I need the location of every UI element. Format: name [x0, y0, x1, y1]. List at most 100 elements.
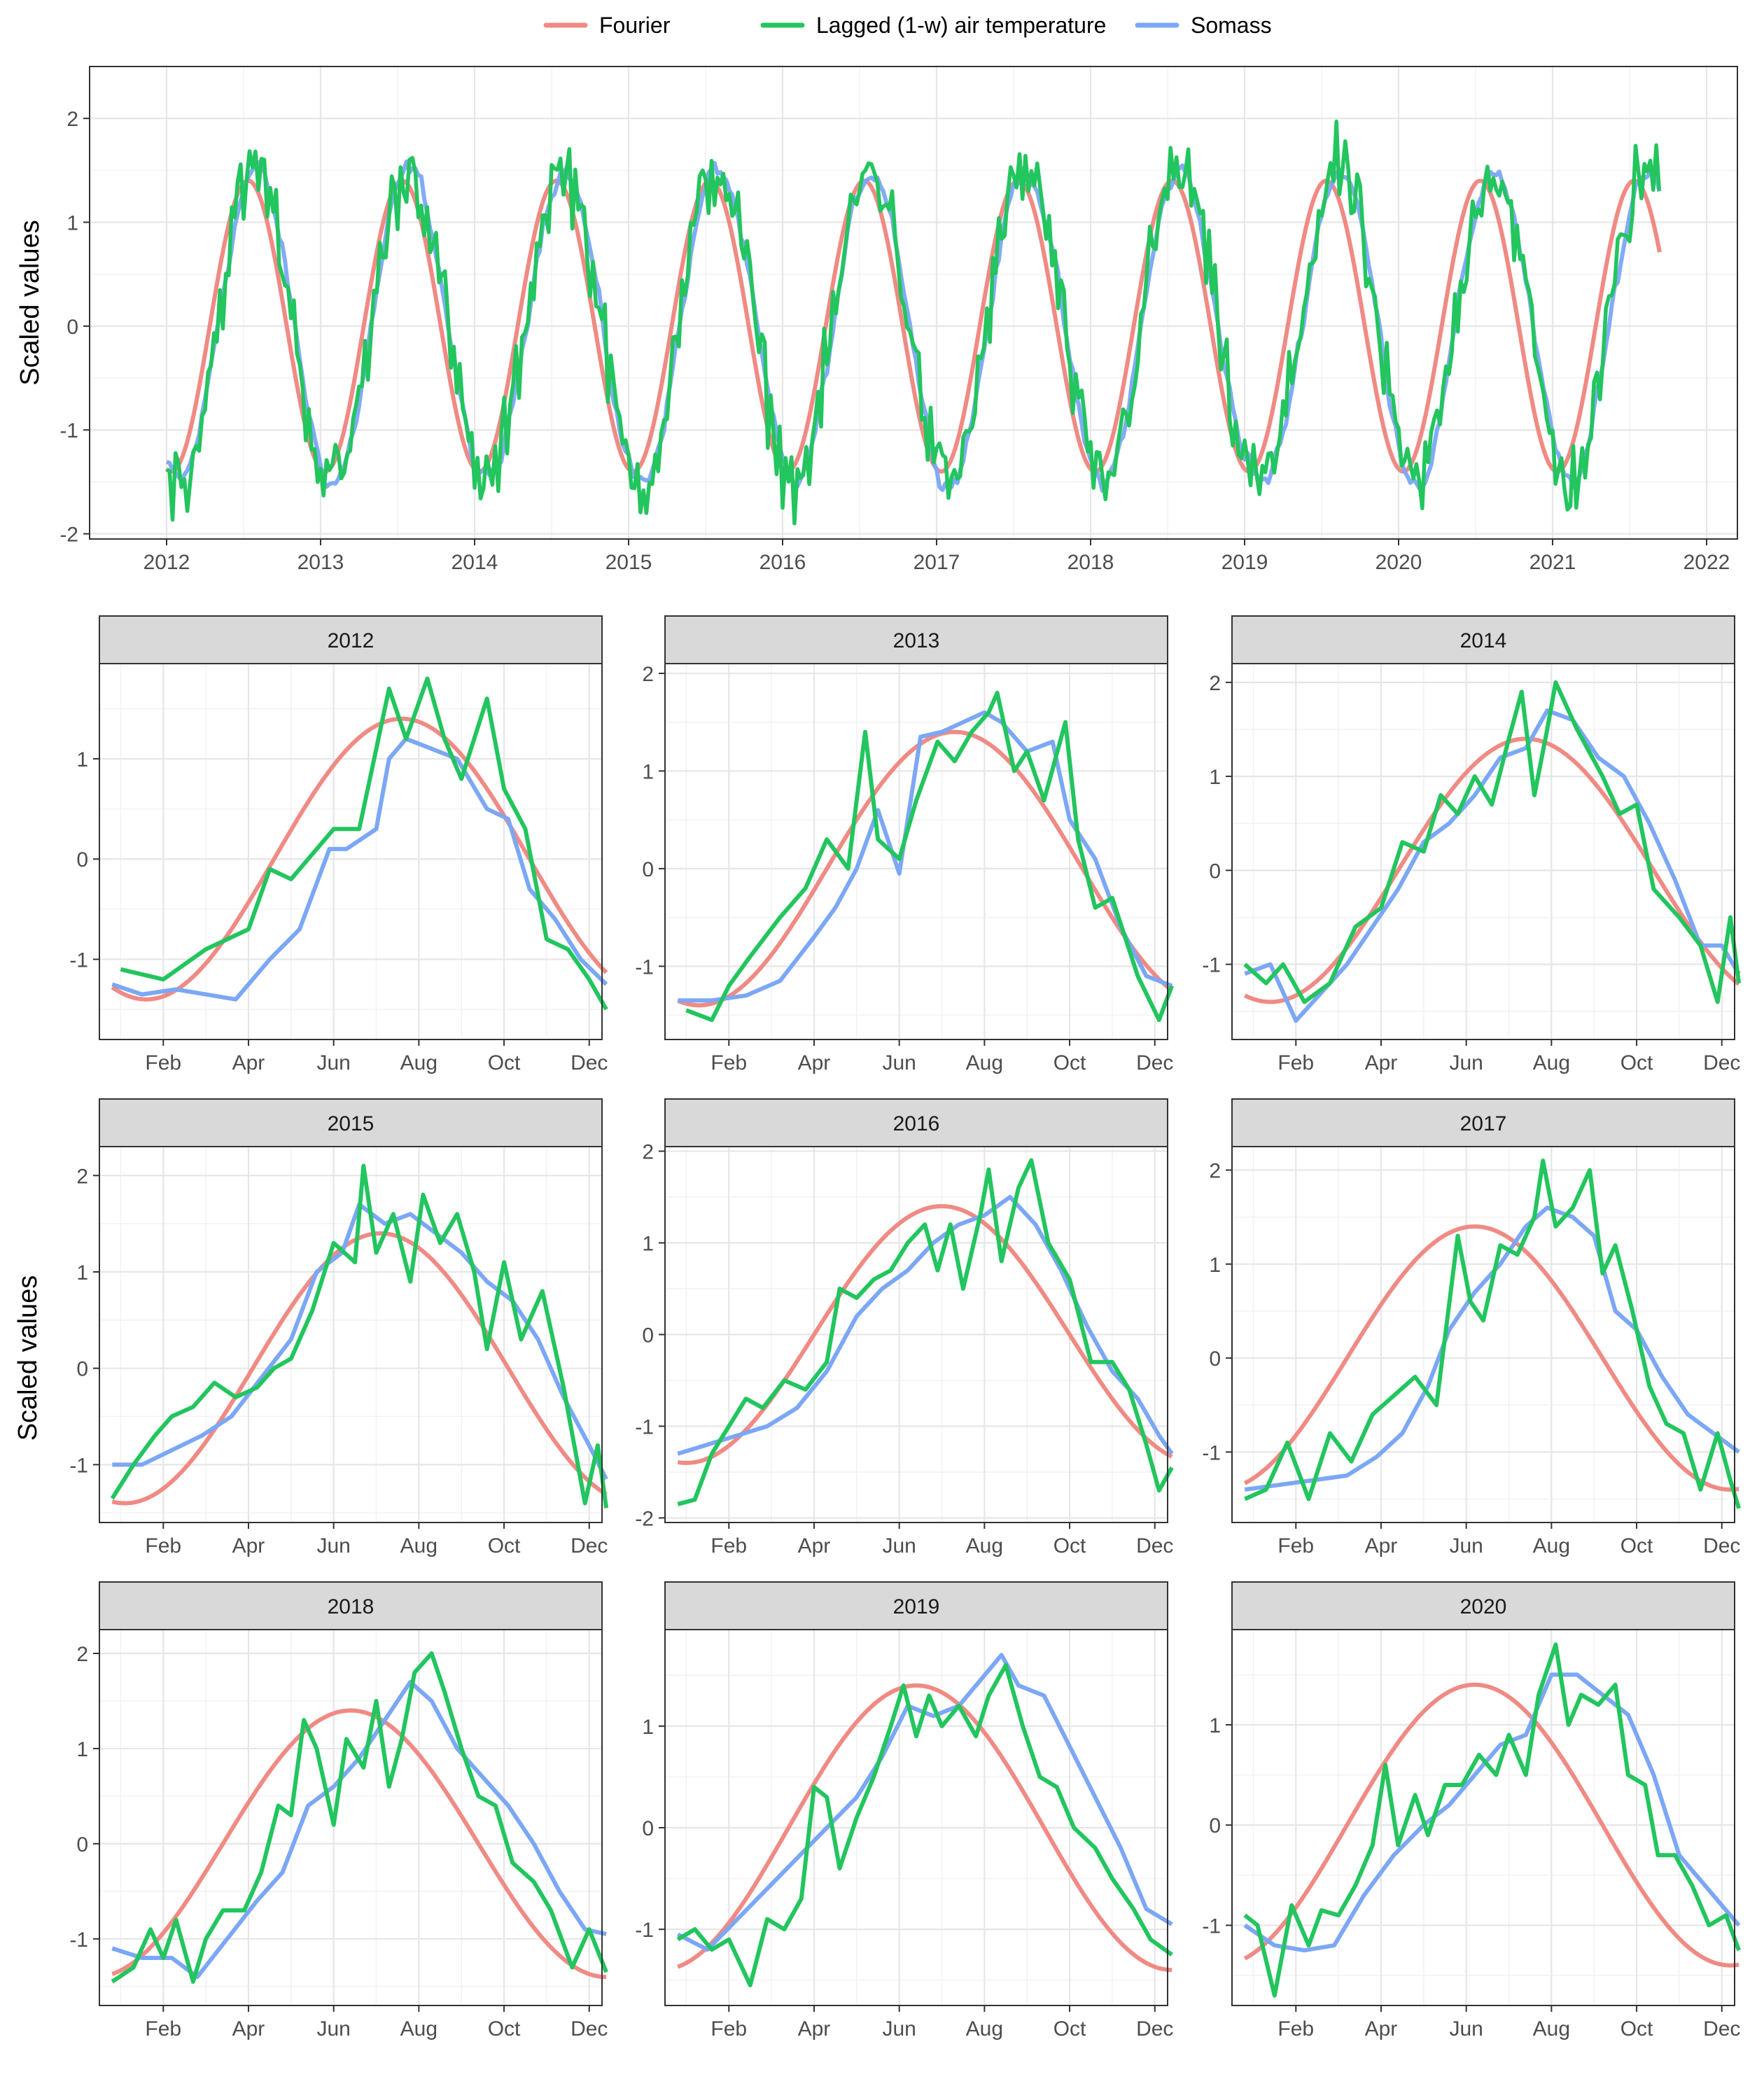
- x-tick-label: Dec: [570, 1051, 608, 1074]
- y-tick-label: 0: [1209, 1814, 1221, 1837]
- series-line-air-temperature: [676, 1662, 1173, 1987]
- x-tick-label: Feb: [1278, 2017, 1314, 2040]
- facet-strip-label: 2014: [1460, 629, 1507, 652]
- x-tick-label: Jun: [1449, 2017, 1483, 2040]
- y-tick-label: 0: [66, 316, 78, 339]
- y-tick-label: 0: [76, 1833, 88, 1856]
- x-tick-label: Jun: [316, 2017, 350, 2040]
- x-tick-label: 2021: [1530, 551, 1576, 574]
- x-tick-label: 2013: [298, 551, 344, 574]
- x-tick-label: Feb: [1278, 1534, 1314, 1558]
- series-line-air-temperature: [165, 119, 1662, 526]
- facet-strip-label: 2019: [893, 1595, 940, 1618]
- y-tick-label: -1: [69, 1454, 88, 1477]
- y-tick-label: 1: [642, 1233, 654, 1256]
- series-line-air-temperature: [111, 1651, 608, 1984]
- series-line-air-temperature: [677, 1158, 1174, 1506]
- plot-area: [99, 1147, 602, 1522]
- facet-strip-label: 2012: [328, 629, 374, 652]
- y-axis-title: Scaled values: [15, 220, 45, 386]
- x-tick-label: Aug: [400, 1051, 438, 1074]
- y-tick-label: -1: [1202, 954, 1221, 977]
- facet-panel-2018: 2018 Feb Apr Jun Aug Oct Dec -1 0 1 2: [69, 1581, 608, 2040]
- legend-label-0: Fourier: [599, 13, 671, 38]
- x-tick-label: 2020: [1376, 551, 1422, 574]
- x-tick-label: Aug: [1533, 2017, 1570, 2040]
- x-tick-label: Apr: [798, 1051, 831, 1074]
- y-tick-label: -1: [635, 955, 654, 979]
- y-tick-label: 0: [1209, 1348, 1221, 1371]
- x-tick-label: Aug: [966, 1051, 1003, 1074]
- facet-strip: [99, 1581, 603, 1630]
- y-tick-label: 1: [76, 748, 88, 771]
- y-tick-label: 2: [76, 1165, 88, 1188]
- plot-area: [665, 1630, 1168, 2005]
- x-tick-label: Aug: [1533, 1051, 1570, 1074]
- plot-area: [90, 66, 1737, 539]
- series-line-somass: [678, 710, 1173, 1003]
- x-tick-label: Feb: [145, 2017, 181, 2040]
- facet-strip-label: 2017: [1460, 1112, 1507, 1135]
- x-tick-label: 2017: [913, 551, 960, 574]
- legend: Fourier Lagged (1-w) air temperature Somas…: [543, 13, 1272, 38]
- y-tick-label: 2: [66, 108, 78, 131]
- facet-strip: [1231, 615, 1735, 664]
- x-tick-label: Dec: [570, 2017, 608, 2040]
- facet-strip-label: 2015: [328, 1112, 374, 1135]
- x-tick-label: Apr: [1365, 1534, 1398, 1558]
- facet-panel-2012: 2012 Feb Apr Jun Aug Oct Dec -1 0 1: [69, 615, 608, 1074]
- x-tick-label: 2022: [1684, 551, 1730, 574]
- plot-area: [665, 664, 1168, 1040]
- facet-strip: [99, 615, 603, 664]
- plot-border: [89, 66, 1738, 540]
- x-tick-label: Oct: [1054, 1534, 1086, 1558]
- series-line-somass: [111, 736, 608, 1002]
- x-tick-label: Aug: [400, 2017, 438, 2040]
- y-tick-label: 0: [76, 1358, 88, 1381]
- x-tick-label: Apr: [232, 1534, 265, 1558]
- x-tick-label: 2016: [760, 551, 806, 574]
- x-tick-label: Feb: [710, 1051, 747, 1074]
- x-tick-label: Dec: [1136, 1051, 1173, 1074]
- series-line-fourier: [1243, 1224, 1740, 1492]
- y-tick-label: 0: [76, 848, 88, 872]
- series-line-somass: [111, 1679, 607, 1980]
- plot-border: [664, 1629, 1168, 2006]
- x-tick-label: Oct: [488, 1051, 521, 1074]
- facet-strip: [664, 1098, 1168, 1147]
- x-tick-label: Feb: [710, 2017, 747, 2040]
- series-line-air-temperature: [110, 1163, 609, 1508]
- x-tick-label: Dec: [1703, 1534, 1740, 1558]
- facet-strip: [664, 615, 1168, 664]
- plot-border: [99, 1629, 603, 2006]
- series-line-air-temperature: [1243, 1642, 1741, 1998]
- x-tick-label: Feb: [710, 1534, 747, 1558]
- plot-area: [1232, 1147, 1735, 1522]
- series-line-fourier: [1243, 1682, 1740, 1968]
- y-tick-label: 2: [76, 1643, 88, 1666]
- series-line-air-temperature: [120, 676, 608, 1011]
- x-tick-label: Aug: [1533, 1534, 1570, 1558]
- y-tick-label: -2: [59, 524, 78, 547]
- y-tick-label: -2: [635, 1507, 654, 1530]
- series-line-fourier: [677, 1204, 1173, 1465]
- plot-border: [1231, 1629, 1735, 2006]
- x-tick-label: Apr: [1365, 1051, 1398, 1074]
- x-tick-label: 2012: [144, 551, 190, 574]
- y-tick-label: -1: [635, 1919, 654, 1942]
- series-line-somass: [676, 1653, 1173, 1952]
- facet-strip: [664, 1581, 1168, 1630]
- y-tick-label: -1: [69, 1928, 88, 1952]
- x-tick-label: Apr: [798, 1534, 831, 1558]
- plot-area: [99, 1630, 602, 2005]
- y-tick-label: 1: [76, 1738, 88, 1761]
- plot-border: [664, 1146, 1168, 1523]
- x-tick-label: Oct: [1620, 1534, 1653, 1558]
- x-tick-label: Aug: [966, 2017, 1003, 2040]
- x-tick-label: Apr: [232, 2017, 265, 2040]
- x-tick-label: 2019: [1222, 551, 1268, 574]
- facet-panel-2016: 2016 Feb Apr Jun Aug Oct Dec -2 -1 0 1 2: [635, 1098, 1174, 1558]
- x-tick-label: 2015: [606, 551, 652, 574]
- x-tick-label: Oct: [1054, 2017, 1086, 2040]
